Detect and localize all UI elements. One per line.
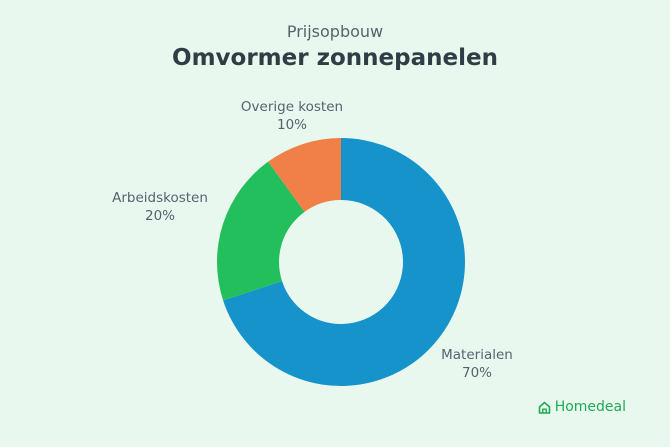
label-materialen-value: 70%	[461, 365, 492, 381]
slice-arbeidskosten	[217, 161, 305, 301]
brand-logo: Homedeal	[538, 399, 626, 415]
chart-subtitle: Prijsopbouw	[286, 22, 384, 41]
label-overige-kosten-name: Overige kosten	[240, 99, 344, 115]
label-overige-kosten-value: 10%	[276, 117, 307, 133]
house-icon	[538, 401, 550, 414]
slice-overige-kosten	[268, 138, 341, 212]
brand-name: Homedeal	[554, 399, 626, 415]
slice-materialen	[223, 138, 465, 386]
chart-title: Omvormer zonnepanelen	[172, 45, 498, 71]
label-materialen-name: Materialen	[441, 347, 513, 363]
label-overige-kosten: Overige kosten 10%	[232, 98, 352, 134]
label-arbeidskosten-name: Arbeidskosten	[112, 190, 208, 206]
label-materialen: Materialen 70%	[422, 346, 532, 382]
label-arbeidskosten: Arbeidskosten 20%	[95, 189, 225, 225]
label-arbeidskosten-value: 20%	[144, 208, 175, 224]
